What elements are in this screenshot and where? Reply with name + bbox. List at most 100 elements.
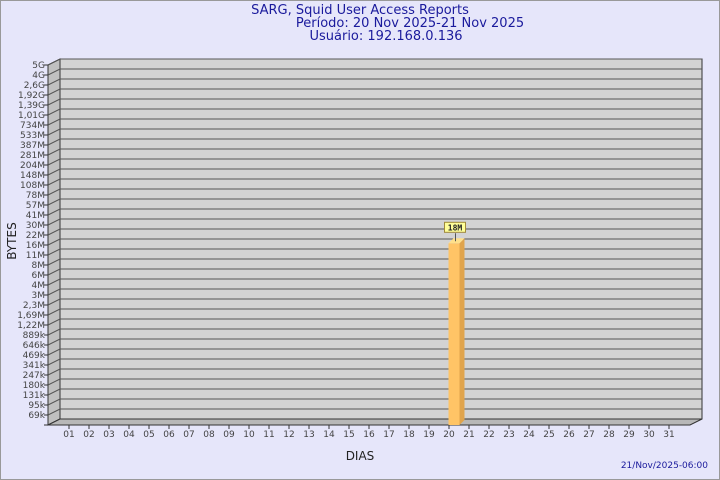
x-tick-label: 20 — [443, 430, 455, 440]
grid-line — [47, 378, 702, 386]
grid-line — [47, 68, 702, 76]
y-tick-label: 22M — [26, 231, 45, 241]
grid-line — [47, 188, 702, 196]
x-tick-label: 13 — [303, 430, 314, 440]
grid-line — [47, 98, 702, 106]
x-tick-label: 03 — [103, 430, 114, 440]
bar-side — [459, 238, 465, 425]
grid-line — [47, 128, 702, 136]
grid-line — [47, 278, 702, 286]
grid-line — [47, 308, 702, 316]
grid-line — [47, 348, 702, 356]
y-tick-label: 281M — [20, 151, 45, 161]
y-tick-label: 1,39G — [18, 101, 45, 111]
grid-line — [47, 288, 702, 296]
x-tick-label: 05 — [143, 430, 154, 440]
x-tick-label: 27 — [583, 430, 594, 440]
grid-line — [47, 118, 702, 126]
y-tick-label: 11M — [26, 251, 45, 261]
y-tick-label: 3M — [32, 291, 46, 301]
grid-line — [47, 88, 702, 96]
y-tick-label: 16M — [26, 241, 45, 251]
x-tick-label: 15 — [343, 430, 354, 440]
y-axis-label: BYTES — [5, 222, 19, 259]
x-tick-label: 21 — [463, 430, 474, 440]
y-tick-label: 1,01G — [18, 111, 45, 121]
report-timestamp: 21/Nov/2025-06:00 — [620, 461, 708, 471]
bar-front — [448, 243, 460, 425]
y-tick-label: 387M — [20, 141, 45, 151]
y-tick-label: 1,92G — [18, 91, 45, 101]
x-tick-label: 10 — [243, 430, 255, 440]
x-tick-label: 06 — [163, 430, 175, 440]
x-tick-label: 08 — [203, 430, 215, 440]
x-tick-label: 14 — [323, 430, 335, 440]
x-tick-label: 28 — [603, 430, 615, 440]
y-tick-label: 131k — [23, 391, 46, 401]
x-tick-label: 11 — [263, 430, 274, 440]
chart-user: Usuário: 192.168.0.136 — [309, 29, 463, 44]
y-tick-label: 341k — [23, 361, 46, 371]
y-tick-label: 30M — [26, 221, 45, 231]
x-tick-label: 30 — [643, 430, 655, 440]
grid-line — [47, 238, 702, 246]
chart-period: Período: 20 Nov 2025-21 Nov 2025 — [295, 16, 525, 31]
y-tick-label: 95k — [28, 401, 45, 411]
y-tick-label: 8M — [32, 261, 46, 271]
y-tick-label: 4G — [32, 71, 45, 81]
y-tick-label: 69k — [28, 411, 45, 421]
x-tick-label: 23 — [503, 430, 514, 440]
y-tick-label: 646k — [23, 341, 46, 351]
grid-line — [47, 108, 702, 116]
grid-line — [47, 78, 702, 86]
bar-top — [448, 238, 465, 244]
grid-line — [47, 338, 702, 346]
bar-data-label: 18M — [448, 223, 463, 232]
y-tick-label: 41M — [26, 211, 45, 221]
grid-line — [47, 228, 702, 236]
grid-line — [47, 248, 702, 256]
x-tick-label: 22 — [483, 430, 494, 440]
y-tick-label: 78M — [26, 191, 45, 201]
y-tick-label: 57M — [26, 201, 45, 211]
grid-line — [47, 198, 702, 206]
y-tick-label: 6M — [32, 271, 46, 281]
grid-line — [47, 258, 702, 266]
y-tick-label: 5G — [32, 61, 45, 71]
grid-line — [47, 318, 702, 326]
y-tick-label: 889k — [23, 331, 46, 341]
x-tick-label: 04 — [123, 430, 135, 440]
x-tick-label: 18 — [403, 430, 415, 440]
grid-line — [47, 408, 702, 416]
x-tick-label: 31 — [663, 430, 674, 440]
grid-line — [47, 328, 702, 336]
y-tick-label: 180k — [23, 381, 46, 391]
y-tick-label: 1,69M — [17, 311, 45, 321]
x-axis-label: DIAS — [346, 449, 375, 463]
x-tick-label: 24 — [523, 430, 535, 440]
y-tick-label: 247k — [23, 371, 46, 381]
grid-line — [47, 268, 702, 276]
grid-line — [47, 358, 702, 366]
x-tick-label: 07 — [183, 430, 194, 440]
y-tick-label: 148M — [20, 171, 45, 181]
y-tick-label: 4M — [32, 281, 46, 291]
grid-line — [47, 178, 702, 186]
grid-line — [47, 398, 702, 406]
grid-line — [47, 208, 702, 216]
x-tick-label: 29 — [623, 430, 635, 440]
x-tick-label: 01 — [63, 430, 74, 440]
grid-line — [47, 148, 702, 156]
grid-line — [47, 298, 702, 306]
grid-line — [47, 368, 702, 376]
grid-line — [47, 58, 702, 66]
y-tick-label: 2,3M — [23, 301, 45, 311]
grid-line — [47, 168, 702, 176]
x-tick-label: 19 — [423, 430, 435, 440]
x-tick-label: 25 — [543, 430, 554, 440]
y-tick-label: 204M — [20, 161, 45, 171]
x-tick-label: 02 — [83, 430, 94, 440]
chart-title: SARG, Squid User Access Reports — [251, 3, 469, 18]
grid-line — [47, 158, 702, 166]
